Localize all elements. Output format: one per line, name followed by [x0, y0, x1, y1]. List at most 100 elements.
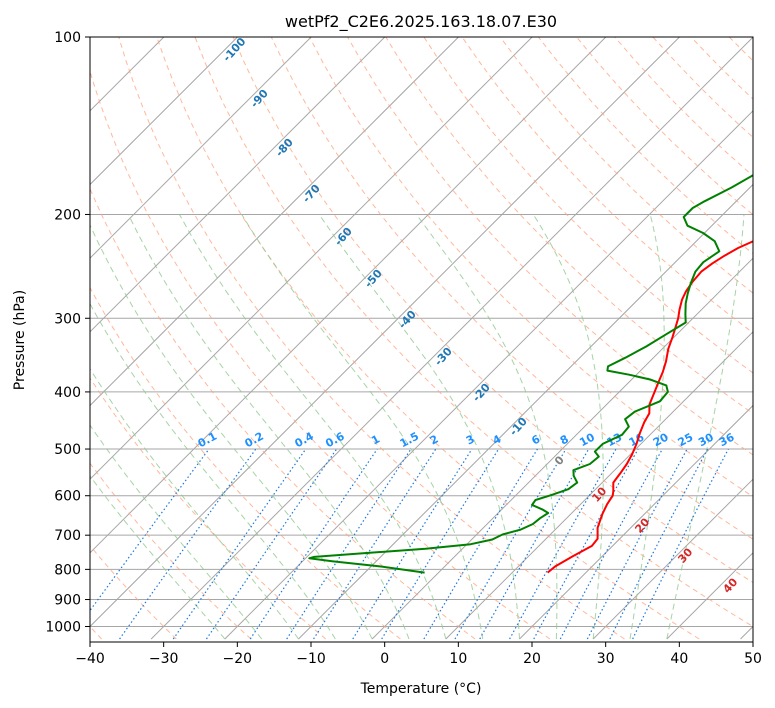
dry-adiabat-label: -40 [396, 308, 419, 332]
moist-adiabat-line [532, 214, 604, 640]
dry-adiabat-label: -30 [432, 345, 455, 369]
dry-adiabat-line [156, 37, 700, 640]
mixing-ratio-line [632, 448, 729, 640]
dry-adiabat-line [90, 69, 551, 640]
isotherm-line [90, 37, 386, 333]
temperature-profile-line [546, 240, 753, 574]
mixing-ratio-line [479, 448, 590, 640]
dry-adiabat-label: -100 [220, 35, 248, 64]
moist-adiabat-line [90, 475, 226, 640]
dry-adiabat-label: -90 [248, 87, 271, 111]
mixing-ratio-line [90, 448, 210, 612]
mixing-ratio-label: 1 [369, 432, 382, 447]
mixing-ratio-label: 20 [651, 430, 671, 449]
background-lines [90, 37, 775, 640]
mixing-ratio-label: 30 [696, 430, 716, 449]
moist-adiabat-line [241, 214, 484, 640]
isotherm-line [592, 478, 753, 640]
chart-title: wetPf2_C2E6.2025.163.18.07.E30 [285, 12, 557, 32]
dry-adiabat-line [614, 37, 753, 177]
y-tick-label: 400 [54, 385, 81, 401]
dry-adiabat-line [690, 37, 753, 100]
mixing-ratio-label: 25 [676, 431, 696, 450]
x-tick-label: 30 [597, 651, 615, 667]
x-tick-label: −20 [223, 651, 253, 667]
x-tick-label: 50 [744, 651, 762, 667]
isotherm-line [445, 331, 753, 640]
x-tick-label: 20 [523, 651, 541, 667]
x-tick-label: −10 [296, 651, 326, 667]
y-tick-label: 1000 [45, 620, 81, 636]
isotherm-line [90, 37, 238, 186]
mixing-ratio-label: 0.4 [293, 429, 317, 450]
line-labels: 0.1 0.2 0.4 0.6 1 1.5 2 3 4 6 8 10 13 16 20 25 30 36-100-… [196, 35, 741, 596]
dry-adiabat-line [118, 37, 625, 640]
dry-adiabat-label: -20 [470, 381, 493, 405]
mixing-ratio-line [509, 448, 617, 640]
dry-adiabat-line [90, 544, 177, 640]
moist-adiabat-line [318, 214, 520, 640]
moist-adiabat-line [90, 367, 299, 640]
y-tick-label: 500 [54, 442, 81, 458]
plot-frame [89, 36, 754, 643]
mixing-ratio-line [609, 448, 709, 640]
y-axis-label: Pressure (hPa) [12, 290, 28, 390]
moist-adiabat-line [416, 214, 558, 640]
dry-adiabat-label: 30 [675, 545, 695, 565]
isotherm-line [740, 625, 753, 640]
mixing-ratio-line [172, 448, 307, 640]
dry-adiabat-label: 0 [552, 453, 567, 468]
dry-adiabat-line [90, 462, 252, 640]
dry-adiabat-line [576, 37, 753, 216]
moist-adiabat-line [90, 424, 263, 640]
mixing-ratio-label: 0.1 [196, 430, 219, 451]
isotherm-line [90, 37, 459, 407]
moist-adiabat-line [179, 214, 447, 640]
dry-adiabat-line [232, 37, 753, 584]
isotherm-line [90, 37, 533, 480]
y-tick-label: 700 [54, 528, 81, 544]
y-tick-label: 600 [54, 489, 81, 505]
x-axis-ticks: −40 −30 −20 −10 0 10 20 30 40 50 [75, 642, 762, 667]
mixing-ratio-line [533, 448, 639, 640]
moist-adiabat-line [90, 223, 373, 640]
dry-adiabat-line [385, 37, 753, 415]
dry-adiabat-line [538, 37, 753, 255]
dry-adiabat-line [194, 37, 753, 628]
mixing-ratio-label: 10 [577, 430, 597, 449]
isotherm-line [90, 37, 680, 628]
dry-adiabat-line [90, 187, 476, 640]
x-tick-label: 10 [449, 651, 467, 667]
x-tick-label: 40 [670, 651, 688, 667]
mixing-ratio-line [381, 448, 500, 640]
x-axis-label: Temperature (°C) [360, 681, 482, 697]
mixing-ratio-label: 13 [605, 431, 625, 450]
dry-adiabat-label: 10 [589, 484, 609, 504]
moist-adiabat-line [629, 214, 665, 640]
mixing-ratio-label: 36 [717, 430, 737, 449]
mixing-ratio-line [249, 448, 378, 640]
dry-adiabat-label: -70 [300, 182, 323, 206]
x-tick-label: −40 [75, 651, 105, 667]
moist-adiabat-line [666, 214, 745, 640]
mixing-ratio-label: 3 [464, 432, 477, 447]
y-tick-label: 900 [54, 593, 81, 609]
y-tick-label: 100 [54, 30, 81, 46]
isotherm-line [519, 404, 753, 640]
y-axis-ticks: 1000 900 800 700 600 500 400 300 200 100 [45, 30, 90, 636]
y-tick-label: 200 [54, 207, 81, 223]
x-tick-label: −30 [149, 651, 179, 667]
dry-adiabat-line [767, 37, 775, 639]
isotherm-line [224, 110, 753, 640]
dry-adiabat-line [499, 37, 753, 294]
dry-adiabat-line [270, 37, 753, 540]
mixing-ratio-label: 8 [558, 432, 571, 447]
mixing-ratio-line [119, 448, 257, 640]
mixing-ratio-line [205, 448, 338, 640]
dry-adiabat-label: -60 [332, 225, 355, 249]
dry-adiabat-label: -50 [362, 267, 385, 291]
dry-adiabat-line [347, 37, 753, 456]
mixing-ratio-line [586, 448, 688, 640]
dry-adiabat-line [90, 286, 401, 640]
